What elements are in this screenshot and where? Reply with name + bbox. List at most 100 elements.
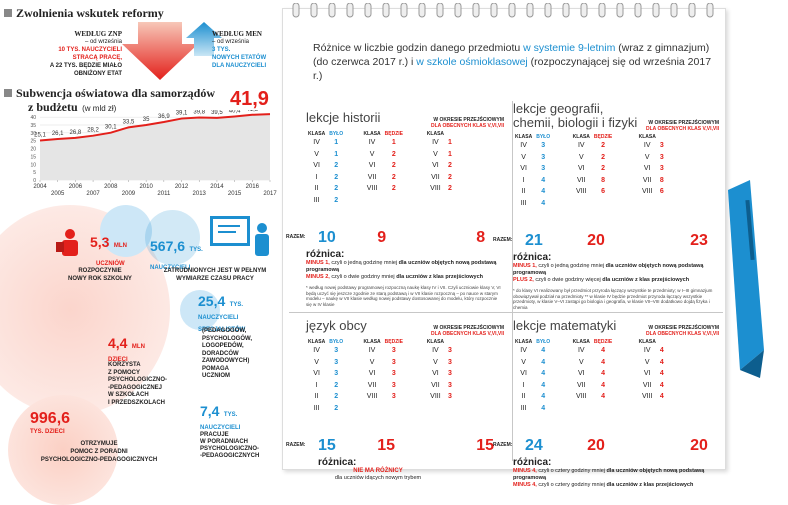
cell: IV bbox=[643, 347, 651, 355]
intro-part: (wraz z gimnazjum) (do czerwca 2017 r.) … bbox=[313, 42, 710, 68]
ring bbox=[544, 3, 552, 18]
cell: II bbox=[521, 188, 526, 196]
cell: 3 bbox=[391, 347, 396, 355]
cell: 4 bbox=[659, 370, 664, 378]
panel-title: lekcje historii bbox=[306, 110, 381, 125]
cell: VIII bbox=[641, 393, 653, 401]
cell: IV bbox=[643, 142, 651, 150]
cell: 4 bbox=[541, 188, 546, 196]
data-label: 26,8 bbox=[70, 130, 82, 136]
cell: II bbox=[314, 393, 319, 401]
ring bbox=[706, 3, 714, 18]
table-row: VII 8 bbox=[637, 175, 666, 187]
stat-label: z pomocy bbox=[108, 369, 141, 376]
col-header: będzie bbox=[593, 339, 613, 345]
cell: V bbox=[433, 150, 438, 158]
ring bbox=[454, 3, 462, 18]
cell: V bbox=[314, 150, 319, 158]
ring bbox=[310, 3, 318, 18]
diff-title: różnica: bbox=[513, 457, 552, 468]
cell: III bbox=[313, 404, 320, 412]
y-tick-label: 5 bbox=[33, 170, 36, 176]
bubble-bg bbox=[100, 205, 152, 257]
table-new: klasa będzie IV 1 V 2 VI 2 VII 2 VIII 2 bbox=[361, 131, 405, 195]
cell: 4 bbox=[541, 370, 546, 378]
intro-part: w szkole ośmioklasowej bbox=[416, 56, 528, 68]
table-row: IV 3 bbox=[637, 140, 666, 152]
difference: różnica: MINUS 4, czyli o cztery godziny… bbox=[513, 457, 719, 489]
diff-text: dla uczniów z klas przejściowych bbox=[396, 274, 483, 280]
cell: III bbox=[313, 196, 320, 204]
cell: V bbox=[369, 150, 375, 158]
cell: 2 bbox=[334, 162, 339, 170]
cell: 4 bbox=[541, 347, 546, 355]
cell: 2 bbox=[334, 393, 339, 401]
pen-icon bbox=[728, 180, 764, 378]
ring bbox=[616, 3, 624, 18]
cell: 2 bbox=[391, 150, 396, 158]
stat-label: psychologów, bbox=[202, 335, 253, 342]
stat-unit: tys. bbox=[189, 247, 203, 253]
men-line: dla nauczycieli bbox=[212, 63, 267, 69]
table-row: VII 2 bbox=[425, 172, 454, 184]
sum-label: razem: bbox=[493, 442, 513, 448]
znp-line: a 22 tys. będzie miało bbox=[49, 63, 122, 69]
cell: 4 bbox=[541, 358, 546, 366]
cell: VII bbox=[642, 176, 652, 184]
ring bbox=[328, 3, 336, 18]
cell: V bbox=[521, 358, 526, 366]
subsidy-title: Subwencja oświatowa dla samorządów bbox=[4, 84, 215, 102]
men-line: – od września bbox=[212, 39, 250, 45]
cell: 3 bbox=[541, 165, 546, 173]
cell: V bbox=[644, 153, 650, 161]
sum-new: 15 bbox=[377, 437, 396, 454]
table-row: VIII 4 bbox=[637, 391, 666, 403]
stat-label: -pedagogicznej bbox=[108, 384, 163, 391]
stat-unit: mln bbox=[131, 344, 145, 350]
diff-text: czyli o jedną godzinę mniej bbox=[329, 260, 399, 266]
cell: IV bbox=[520, 142, 527, 150]
cell: IV bbox=[368, 347, 376, 355]
sum-new: 20 bbox=[587, 232, 605, 249]
cell: 2 bbox=[601, 142, 606, 150]
znp-line: 10 tys. nauczycieli bbox=[58, 47, 122, 53]
ring bbox=[292, 3, 300, 18]
sums-row: razem: 21 20 23 bbox=[493, 232, 719, 249]
sum-transition: 15 bbox=[476, 437, 495, 454]
cell: I bbox=[315, 381, 318, 389]
cell: 4 bbox=[541, 404, 546, 412]
chart-unit: (w mld zł) bbox=[82, 104, 117, 113]
stat-label: zatrudnionych jest w pełnym bbox=[163, 268, 267, 274]
data-label: 30,1 bbox=[105, 125, 117, 131]
cell: 4 bbox=[601, 370, 606, 378]
table-row: VII 2 bbox=[361, 172, 405, 184]
panel-geo: lekcje geografii, chemii, biologii i fiz… bbox=[493, 102, 719, 310]
horizontal-divider bbox=[289, 312, 723, 313]
cell: VII bbox=[367, 381, 377, 389]
col-header: w okresie przejściowym bbox=[433, 117, 504, 123]
cell: 6 bbox=[601, 188, 606, 196]
cell: VI bbox=[577, 370, 585, 378]
cell: VIII bbox=[430, 393, 441, 401]
transition-header: w okresie przejściowym dla obecnych klas … bbox=[641, 325, 719, 337]
cell: 3 bbox=[541, 153, 546, 161]
col-header: klasa bbox=[363, 339, 381, 345]
chart-title: Subwencja oświatowa dla samorządów bbox=[16, 86, 216, 100]
table-row: VI 4 bbox=[513, 368, 552, 380]
cell: 1 bbox=[448, 139, 452, 147]
cell: 3 bbox=[334, 370, 339, 378]
intro-part: (rozpoczynającej się od września 2017 r.… bbox=[313, 56, 712, 82]
specialists-label: (pedagogów, psychologów, logopedów, doradcó… bbox=[202, 328, 282, 381]
cell: 2 bbox=[334, 173, 339, 181]
cell: 4 bbox=[601, 381, 606, 389]
ring bbox=[580, 3, 588, 18]
x-tick-label: 2016 bbox=[246, 184, 260, 190]
ring bbox=[346, 3, 354, 18]
col-header: dla obecnych klas V,VI,VII bbox=[431, 331, 504, 337]
x-tick-label: 2004 bbox=[33, 184, 47, 190]
x-tick-label: 2005 bbox=[51, 191, 65, 197]
